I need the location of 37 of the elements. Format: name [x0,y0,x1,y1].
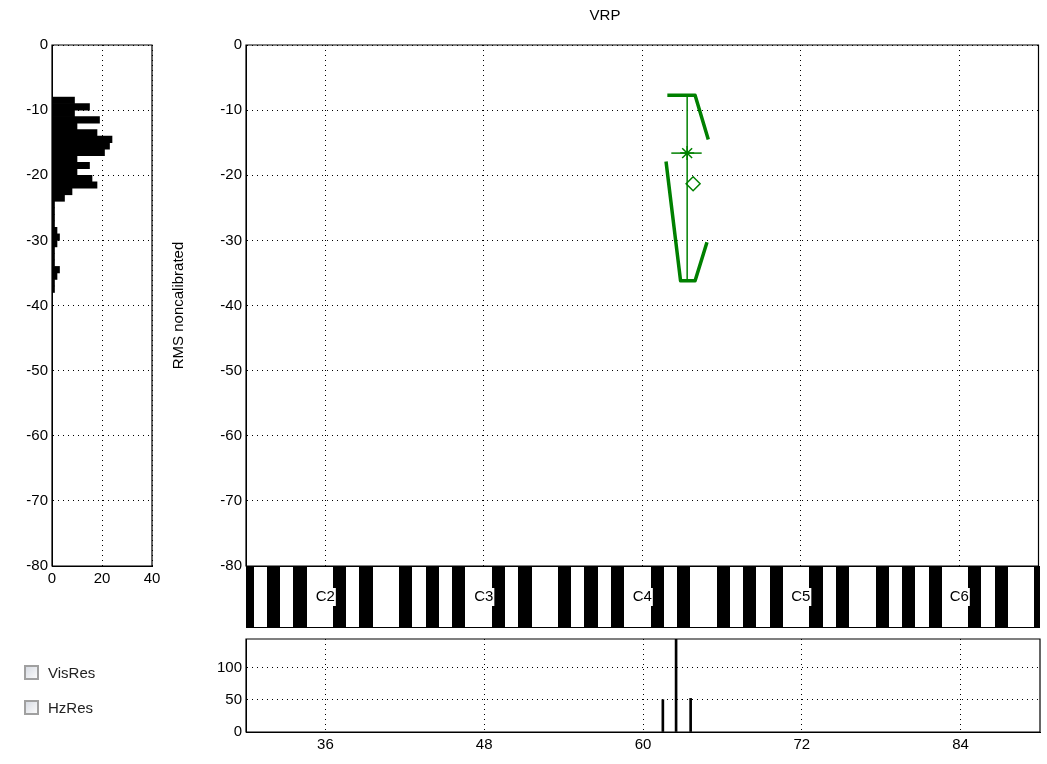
y-tick-label: -60 [220,425,242,443]
text: C3 [474,587,494,605]
y-tick-label: -60 [26,425,48,443]
x-tick-label: 48 [475,735,493,753]
text: C6 [949,587,969,605]
text: C5 [791,587,811,605]
y-tick-label: 100 [216,657,242,675]
y-tick-label: -40 [220,295,242,313]
y-tick-label: -80 [220,556,242,574]
y-tick-label: -40 [26,295,48,313]
y-tick-label: 0 [39,35,48,53]
x-tick-label: 20 [93,569,111,587]
y-tick-label: -30 [26,230,48,248]
y-tick-label: 0 [233,722,242,740]
chart-title: VRP [589,6,621,24]
y-tick-label: 50 [225,689,242,707]
x-tick-label: 60 [634,735,652,753]
y-axis-title: RMS noncalibrated [169,241,187,370]
text: C2 [315,587,335,605]
y-tick-label: -80 [26,556,48,574]
y-tick-label: 0 [233,35,242,53]
y-tick-label: -70 [26,491,48,509]
y-tick-label: -10 [26,100,48,118]
y-tick-label: -20 [26,165,48,183]
x-tick-label: 40 [143,569,161,587]
y-tick-label: -20 [220,165,242,183]
text: C4 [632,587,652,605]
y-tick-label: -70 [220,491,242,509]
y-tick-label: -30 [220,230,242,248]
x-tick-label: 72 [793,735,811,753]
y-tick-label: -50 [26,360,48,378]
y-tick-label: -50 [220,360,242,378]
text: VisRes [48,663,96,681]
text: HzRes [48,698,94,716]
y-tick-label: -10 [220,100,242,118]
x-tick-label: 36 [317,735,334,753]
x-tick-label: 84 [952,735,969,753]
